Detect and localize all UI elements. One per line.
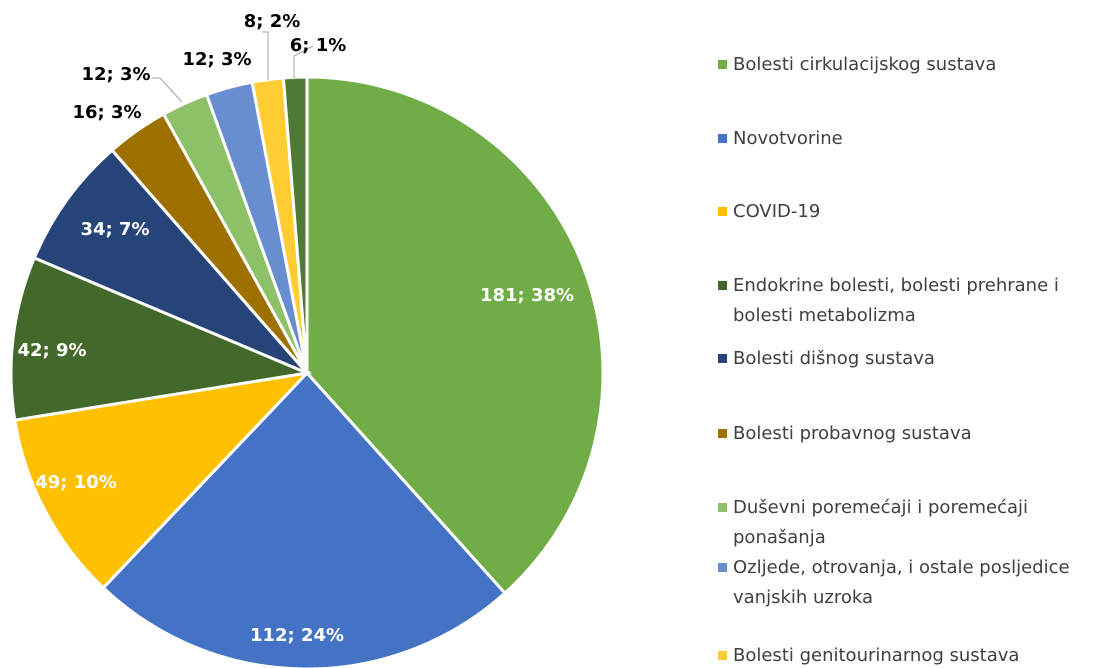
legend-swatch: [718, 651, 727, 660]
legend-label: Bolesti probavnog sustava: [733, 423, 972, 444]
legend-swatch: [718, 354, 727, 363]
leader-line: [293, 45, 314, 80]
legend-item: Bolesti dišnog sustava: [718, 344, 1099, 374]
legend-label: Bolesti cirkulacijskog sustava: [733, 54, 997, 75]
pie-slice: [305, 75, 605, 596]
pie-slice: [9, 255, 313, 422]
data-label: 49; 10%: [35, 472, 117, 493]
legend-label: Endokrine bolesti, bolesti prehrane i bo…: [733, 275, 1059, 326]
pie-slice: [281, 75, 309, 374]
pie-slice: [32, 148, 309, 375]
legend-item: Duševni poremećaji i poremećaji ponašanj…: [718, 493, 1099, 553]
leader-line: [262, 31, 269, 80]
legend-item: Ozljede, otrovanja, i ostale posljedice …: [718, 553, 1099, 613]
legend-label: Duševni poremećaji i poremećaji ponašanj…: [733, 497, 1029, 548]
data-label: 112; 24%: [250, 625, 344, 646]
data-label: 12; 3%: [182, 49, 251, 70]
pie-slice: [101, 370, 507, 668]
data-label: 12; 3%: [81, 64, 150, 85]
legend-swatch: [718, 563, 727, 572]
legend-swatch: [718, 134, 727, 143]
leader-line: [152, 77, 183, 103]
pie-slice: [13, 370, 312, 590]
legend-label: Novotvorine: [733, 128, 843, 149]
legend-label: COVID-19: [733, 201, 821, 222]
data-label: 34; 7%: [80, 219, 149, 240]
data-label: 181; 38%: [480, 285, 574, 306]
legend-swatch: [718, 281, 727, 290]
legend-label: Ozljede, otrovanja, i ostale posljedice …: [733, 557, 1070, 608]
data-label: 16; 3%: [72, 102, 141, 123]
legend-item: Bolesti probavnog sustava: [718, 419, 1099, 449]
legend-item: Endokrine bolesti, bolesti prehrane i bo…: [718, 271, 1099, 331]
legend-label: Bolesti genitourinarnog sustava: [733, 645, 1020, 666]
legend-swatch: [718, 503, 727, 512]
legend-item: Bolesti cirkulacijskog sustava: [718, 50, 1099, 80]
data-label: 8; 2%: [244, 11, 301, 32]
legend-swatch: [718, 429, 727, 438]
data-label: 42; 9%: [17, 340, 86, 361]
legend-item: COVID-19: [718, 197, 1099, 227]
legend-label: Bolesti dišnog sustava: [733, 348, 935, 369]
data-label: 6; 1%: [290, 35, 347, 56]
legend-item: Novotvorine: [718, 124, 1099, 154]
legend-swatch: [718, 207, 727, 216]
legend-swatch: [718, 60, 727, 69]
legend-item: Bolesti genitourinarnog sustava: [718, 641, 1099, 668]
